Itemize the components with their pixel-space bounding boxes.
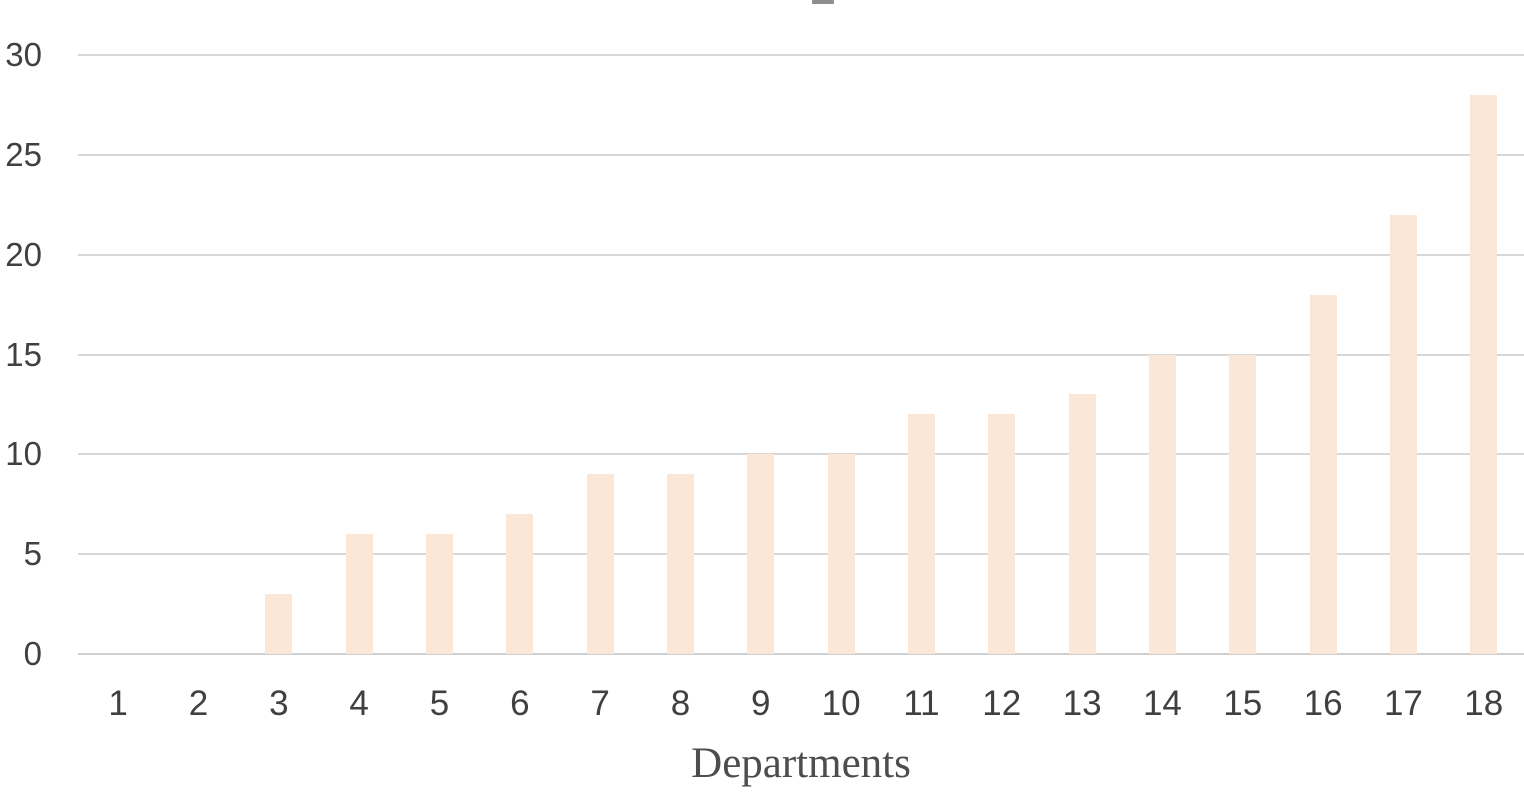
bar-4 — [345, 534, 373, 654]
x-tick-label: 5 — [429, 684, 450, 723]
x-tick-label: 18 — [1464, 684, 1504, 723]
bar-15 — [1229, 354, 1257, 654]
x-tick-label: 9 — [751, 684, 771, 723]
bar-slot — [239, 55, 319, 654]
bar-slot — [560, 55, 640, 654]
gridline — [78, 353, 1524, 356]
bar-slot — [1042, 55, 1122, 654]
x-tick-label: 10 — [821, 684, 861, 723]
bar-6 — [506, 514, 534, 654]
x-tick-label: 4 — [349, 684, 369, 723]
x-axis-title: Departments — [691, 740, 911, 787]
x-tick-label: 7 — [590, 684, 610, 723]
bar-slot — [480, 55, 560, 654]
x-tick-label: 14 — [1142, 684, 1182, 723]
bar-slot — [1283, 55, 1363, 654]
y-tick-label: 30 — [5, 36, 42, 73]
gridline — [78, 453, 1524, 456]
y-tick-label: 15 — [5, 335, 42, 373]
bar-slot — [158, 55, 238, 654]
bar-16 — [1309, 294, 1337, 654]
x-tick-label: 2 — [188, 684, 209, 723]
gridline — [78, 153, 1524, 156]
bar-slot — [881, 55, 961, 654]
x-tick-label: 17 — [1383, 684, 1423, 723]
x-tick-label: 16 — [1303, 684, 1343, 723]
bar-slot — [1122, 55, 1202, 654]
bar-series — [78, 55, 1524, 654]
bar-3 — [265, 594, 293, 654]
y-tick-label: 20 — [5, 235, 42, 273]
bar-9 — [747, 454, 775, 654]
bar-8 — [666, 474, 694, 654]
bar-slot — [1203, 55, 1283, 654]
bar-slot — [78, 55, 158, 654]
x-axis: 1 2 3 4 5 6 7 8 9 10 11 12 13 14 15 16 17 18 — [78, 684, 1524, 724]
bar-slot — [640, 55, 720, 654]
gridline — [78, 54, 1524, 56]
x-tick-label: 15 — [1223, 684, 1263, 723]
x-tick-label: 11 — [903, 684, 940, 723]
cropped-title-fragment — [812, 0, 834, 4]
gridline — [78, 553, 1524, 556]
bar-slot — [319, 55, 399, 654]
x-tick-label: 12 — [982, 684, 1022, 723]
gridline — [78, 253, 1524, 256]
x-tick-label: 13 — [1062, 684, 1102, 723]
y-tick-label: 0 — [23, 635, 42, 672]
y-tick-label: 5 — [23, 535, 42, 573]
x-axis-line — [78, 653, 1524, 655]
bar-18 — [1470, 94, 1498, 654]
bar-13 — [1068, 394, 1096, 654]
bar-17 — [1389, 214, 1417, 654]
bar-slot — [721, 55, 801, 654]
bar-5 — [425, 534, 453, 654]
x-tick-label: 3 — [269, 684, 289, 723]
bar-slot — [962, 55, 1042, 654]
bar-10 — [827, 454, 855, 654]
x-tick-label: 8 — [670, 684, 691, 723]
bar-slot — [1363, 55, 1443, 654]
y-tick-label: 25 — [5, 135, 42, 173]
x-tick-label: 1 — [108, 684, 128, 723]
plot-area — [78, 54, 1524, 655]
bar-slot — [801, 55, 881, 654]
bar-14 — [1148, 354, 1176, 654]
bar-slot — [399, 55, 479, 654]
bar-7 — [586, 474, 614, 654]
bar-11 — [907, 414, 935, 654]
x-tick-label: 6 — [510, 684, 530, 723]
bar-slot — [1444, 55, 1524, 654]
y-tick-label: 10 — [5, 435, 42, 473]
bar-12 — [988, 414, 1016, 654]
